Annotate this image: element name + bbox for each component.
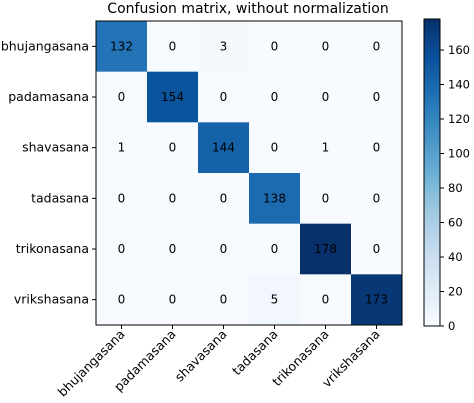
heatmap-cell [351, 173, 403, 225]
cell-value-label: 132 [110, 39, 133, 53]
colorbar-tick-label: 100 [448, 147, 470, 161]
heatmap-cell [249, 173, 301, 225]
x-tick-label: tadasana [229, 327, 281, 379]
cell-value-label: 154 [161, 90, 184, 104]
colorbar-tick-label: 140 [448, 78, 470, 92]
cell-value-label: 0 [322, 293, 330, 307]
cell-value-label: 0 [271, 90, 279, 104]
heatmap-cell [96, 71, 148, 123]
cell-value-label: 0 [169, 39, 177, 53]
cell-value-label: 173 [365, 293, 388, 307]
heatmap-cell [300, 274, 352, 326]
heatmap-cell [198, 122, 250, 174]
cell-value-label: 0 [322, 39, 330, 53]
y-tick-label: shavasana [22, 140, 89, 155]
colorbar-tick-label: 0 [448, 319, 455, 333]
chart-title: Confusion matrix, without normalization [107, 1, 388, 17]
heatmap-cell [249, 274, 301, 326]
plot-frame [95, 20, 403, 326]
heatmap-cell [198, 21, 250, 73]
cell-value-label: 0 [169, 141, 177, 155]
heatmap-cell [96, 274, 148, 326]
colorbar-tick-label: 160 [448, 43, 470, 57]
heatmap-cell [147, 173, 199, 225]
heatmap-cell [351, 21, 403, 73]
y-tick-label: tadasana [31, 190, 89, 205]
heatmap-cell [300, 173, 352, 225]
cell-value-label: 0 [373, 39, 381, 53]
y-tick-label: padamasana [8, 89, 89, 104]
heatmap-cell [249, 223, 301, 275]
cell-value-label: 0 [322, 90, 330, 104]
heatmap-cell [351, 274, 403, 326]
heatmap-cell [147, 223, 199, 275]
heatmap-cell [300, 71, 352, 123]
heatmap-cell [249, 21, 301, 73]
cell-value-label: 0 [220, 242, 228, 256]
cell-value-label: 0 [118, 242, 126, 256]
heatmap-cell [249, 122, 301, 174]
colorbar-tick-label: 60 [448, 216, 463, 230]
cell-value-label: 0 [220, 191, 228, 205]
cell-value-label: 3 [220, 39, 228, 53]
cell-value-label: 0 [373, 90, 381, 104]
x-tick-label: shavasana [172, 327, 230, 385]
cell-value-label: 0 [118, 191, 126, 205]
cell-value-label: 0 [373, 191, 381, 205]
heatmap-cell [300, 21, 352, 73]
cell-value-label: 0 [373, 141, 381, 155]
heatmap-cell [351, 223, 403, 275]
heatmap-cell [147, 122, 199, 174]
cell-value-label: 0 [169, 293, 177, 307]
cell-value-label: 0 [373, 242, 381, 256]
heatmap-cell [351, 71, 403, 123]
cell-value-label: 0 [169, 242, 177, 256]
heatmap-cell [300, 223, 352, 275]
cell-value-label: 0 [220, 90, 228, 104]
colorbar-tick-label: 80 [448, 181, 463, 195]
cell-value-label: 1 [322, 141, 330, 155]
y-tick-label: trikonasana [16, 241, 89, 256]
cell-value-label: 5 [271, 293, 279, 307]
heatmap-cell [96, 21, 148, 73]
cell-value-label: 0 [118, 293, 126, 307]
cell-value-label: 0 [271, 242, 279, 256]
colorbar-tick-label: 120 [448, 112, 470, 126]
heatmap-cell [249, 71, 301, 123]
heatmap-cell [147, 274, 199, 326]
heatmap-cell [198, 274, 250, 326]
cell-value-label: 0 [271, 39, 279, 53]
heatmap-cell [351, 122, 403, 174]
cell-value-label: 178 [314, 242, 337, 256]
heatmap-cell [198, 223, 250, 275]
heatmap-cell [198, 71, 250, 123]
cell-value-label: 0 [271, 141, 279, 155]
cell-value-label: 0 [169, 191, 177, 205]
cell-value-label: 0 [118, 90, 126, 104]
cell-value-label: 138 [263, 191, 286, 205]
heatmap-cell [96, 173, 148, 225]
y-tick-label: vrikshasana [14, 292, 89, 307]
heatmap-cell [96, 223, 148, 275]
heatmap-cell [300, 122, 352, 174]
cell-value-label: 144 [212, 141, 235, 155]
heatmap-cell [96, 122, 148, 174]
heatmap-cell [147, 71, 199, 123]
y-tick-label: bhujangasana [1, 38, 89, 53]
cell-value-label: 0 [220, 293, 228, 307]
colorbar-tick-label: 40 [448, 250, 463, 264]
colorbar-tick-label: 20 [448, 285, 463, 299]
colorbar [423, 18, 441, 327]
heatmap-cell [198, 173, 250, 225]
cell-value-label: 0 [322, 191, 330, 205]
cell-value-label: 1 [118, 141, 126, 155]
heatmap-cell [147, 21, 199, 73]
